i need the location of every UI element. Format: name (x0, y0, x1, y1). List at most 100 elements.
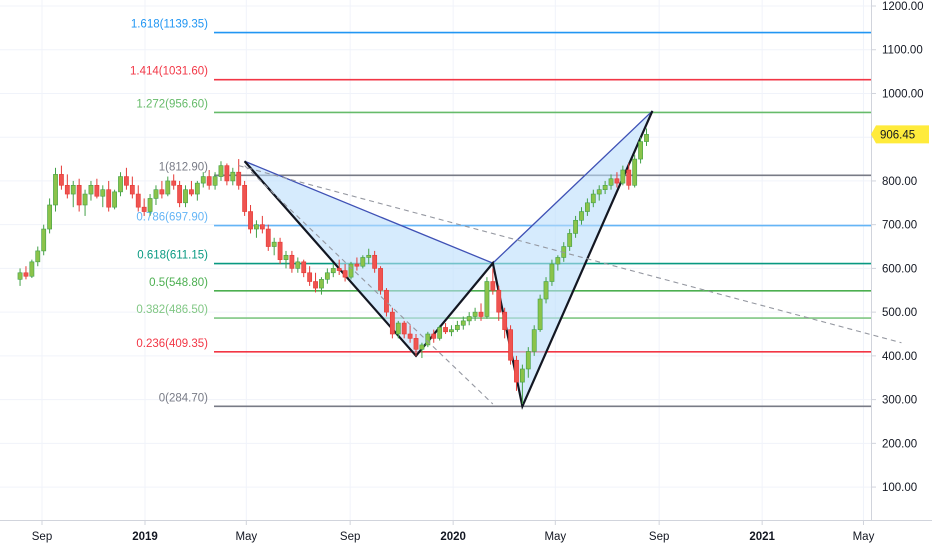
candle-body (354, 263, 360, 267)
candle-body (490, 281, 496, 291)
candle-body (401, 322, 407, 335)
candle (236, 159, 242, 190)
dashed-trendline (238, 165, 902, 344)
candle (407, 325, 413, 343)
candle (348, 261, 354, 280)
candle-body (608, 178, 614, 186)
candle-body (254, 224, 259, 230)
candle (395, 320, 401, 339)
candle-body (64, 185, 70, 195)
candle-body (183, 189, 188, 204)
candle (295, 257, 301, 273)
candle (354, 257, 360, 271)
candle (112, 189, 118, 210)
candle-body (200, 176, 206, 184)
candle-body (159, 189, 165, 195)
candle-body (626, 169, 632, 186)
candle (88, 180, 94, 201)
candle (620, 165, 626, 186)
candle (265, 224, 271, 251)
last-price-label: 906.45 (880, 129, 915, 141)
candle-body (112, 191, 118, 208)
candle (224, 163, 230, 186)
candle (336, 259, 342, 275)
candle (490, 268, 496, 295)
candle-body (242, 185, 248, 212)
candle-body (384, 289, 389, 313)
fib-level-label: 0.786(697.90) (136, 212, 208, 224)
candle (549, 259, 555, 286)
candle (644, 128, 649, 146)
candle-body (454, 324, 460, 330)
candle (330, 264, 336, 278)
candle-body (514, 359, 519, 383)
price-axis[interactable]: 1200.001100.001000.00900.00800.00700.006… (871, 1, 924, 494)
candle-body (100, 189, 106, 197)
candle-body (259, 224, 265, 230)
candle (514, 355, 519, 391)
candle-body (301, 261, 307, 274)
candle-body (590, 193, 596, 204)
candle-body (23, 272, 29, 277)
candle-body (466, 316, 472, 322)
candle (389, 307, 395, 339)
candle (212, 172, 218, 190)
candle-body (596, 189, 602, 195)
candle-body (472, 311, 478, 317)
candle (135, 185, 141, 212)
candle-body (70, 185, 76, 195)
candle (555, 255, 561, 271)
candle-body (378, 268, 383, 291)
candle-body (330, 268, 336, 274)
candle (567, 229, 573, 251)
fib-level-label: 0.236(409.35) (136, 338, 208, 350)
time-tick-label: 2021 (749, 531, 775, 543)
candle (537, 294, 543, 332)
candle-body (519, 368, 525, 383)
candle (508, 325, 513, 365)
candle (460, 316, 466, 330)
candle (431, 329, 437, 343)
price-tick-label: 300.00 (882, 395, 917, 407)
candle-body (265, 228, 271, 247)
candle (454, 320, 460, 332)
fib-level-label: 0.382(486.50) (136, 304, 208, 316)
candle-body (443, 327, 448, 333)
candle (70, 180, 76, 208)
candle-body (632, 158, 638, 186)
candle (342, 264, 348, 282)
dashed-trendlines (238, 165, 902, 405)
candle-body (407, 333, 413, 339)
candle (283, 250, 289, 269)
candle-body (295, 261, 301, 269)
candle-body (425, 333, 431, 346)
candle (614, 172, 620, 188)
candle-body (319, 279, 324, 289)
fib-level-label: 1.618(1139.35) (131, 19, 208, 31)
candle-body (153, 189, 159, 199)
time-tick-label: May (544, 531, 566, 543)
candle-body (638, 141, 643, 160)
candle-body (502, 311, 508, 330)
candle-body (342, 270, 348, 278)
candle (189, 180, 194, 197)
time-axis[interactable]: Sep 2019 May Sep 2020 May Sep 2021 May (32, 520, 875, 543)
candle-body (165, 180, 171, 195)
candle-body (289, 254, 295, 269)
candle-body (53, 174, 58, 206)
candle (153, 185, 159, 205)
chart-axes (0, 0, 932, 521)
price-tick-label: 400.00 (882, 351, 917, 363)
candle (590, 189, 596, 208)
candle-body (236, 171, 242, 186)
candle-body (135, 193, 141, 208)
candle (602, 180, 608, 195)
candle (502, 307, 508, 339)
candle (496, 285, 502, 321)
candle-body (543, 281, 549, 300)
candle-body (484, 281, 490, 317)
candle (47, 198, 52, 234)
candle-body (336, 268, 342, 271)
last-price-tag-shape (871, 125, 929, 144)
